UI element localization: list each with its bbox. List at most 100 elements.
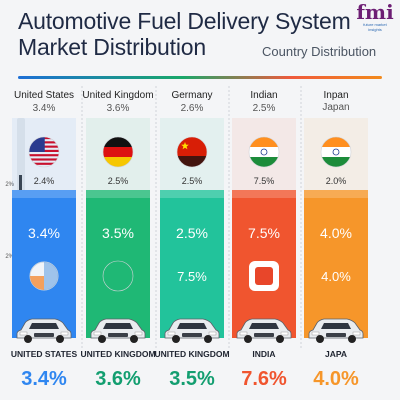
germany-flag-shapes [103, 137, 133, 167]
country-name: Germany [171, 90, 212, 101]
car-headlight [19, 331, 28, 336]
car-grille [34, 333, 54, 337]
logo-subtext: future market insights [363, 22, 387, 32]
flag-wheel [260, 148, 268, 156]
flag-ring [248, 136, 280, 168]
flag-band [249, 157, 279, 167]
top-value-label: 3.4% [33, 103, 56, 114]
page-subtitle: Market Distribution [18, 34, 206, 60]
country-name: Inpan [323, 90, 348, 101]
flag-value-label: 7.5% [254, 176, 275, 186]
country-column: United Kingdom 3.6% 2.5% 3.5% UNITED KINGDOM… [80, 90, 155, 390]
bar-value-label: 2.5% [176, 225, 208, 241]
flag-shade [177, 156, 207, 167]
country-name: Indian [250, 90, 277, 101]
bar-highlight [304, 190, 368, 198]
flag-band [249, 147, 279, 157]
page-title: Automotive Fuel Delivery System [18, 8, 351, 34]
car-windshield [103, 323, 133, 329]
square-badge-inner [255, 267, 273, 285]
car-icon [90, 318, 146, 343]
car-headlight [311, 331, 320, 336]
bar [160, 190, 224, 338]
flag-stripe [29, 162, 59, 165]
flag-ring [28, 136, 60, 168]
flag-value-label: 2.5% [182, 176, 203, 186]
globe-icon-shade [44, 262, 58, 290]
car-headlight [280, 331, 289, 336]
car-wheel [316, 335, 324, 343]
country-name: United Kingdom [82, 90, 153, 101]
car-headlight [167, 331, 176, 336]
value-label: 3.5% [169, 368, 215, 390]
category-label: UNITED STATES [11, 349, 78, 359]
top-value-label: 2.5% [253, 103, 276, 114]
y-tick-label: 2% [5, 182, 14, 188]
car-icon [16, 318, 72, 343]
car-wheel [56, 335, 64, 343]
car-grille [326, 333, 346, 337]
flag-band [103, 137, 133, 147]
car-wheel [172, 335, 180, 343]
car-wheel [348, 335, 356, 343]
car-grille [108, 333, 128, 337]
car-icon [308, 318, 364, 343]
chart-subtitle: Country Distribution [262, 44, 377, 59]
car-headlight [239, 331, 248, 336]
country-name: United States [14, 90, 74, 101]
bar-value-label: 4.0% [320, 225, 352, 241]
china-flag-shapes [177, 137, 207, 167]
bar-value-label: 7.5% [248, 225, 280, 241]
car-windshield [29, 323, 59, 329]
car-windshield [321, 323, 351, 329]
car-wheel [244, 335, 252, 343]
flag-wheel [332, 148, 340, 156]
globe-icon-segment [30, 276, 44, 290]
value-label: 3.4% [21, 368, 67, 390]
title-underline [18, 76, 382, 79]
country-column: Indian 2.5% 7.5% 7.5% INDIA 7.6% [232, 90, 296, 390]
inner-value-label: 7.5% [177, 269, 207, 284]
car-windshield [249, 323, 279, 329]
value-label: 3.6% [95, 368, 141, 390]
car-headlight [93, 331, 102, 336]
flag-band [321, 157, 351, 167]
flag-band [321, 137, 351, 147]
value-label: 4.0% [313, 368, 359, 390]
value-label: 7.6% [241, 368, 287, 390]
flag-stripe [29, 158, 59, 161]
bar-highlight [160, 190, 224, 198]
country-column: Germany 2.6% 2.5% 2.5% 7.5% UNITED KINGDOM 3.5… [154, 90, 229, 390]
category-label: INDIA [252, 349, 275, 359]
car-wheel [276, 335, 284, 343]
country-column: United States 3.4% 2.4% 3.4% UNITED STATES 3.… [11, 90, 78, 390]
logo-text: fmi [356, 0, 394, 24]
flag-band [103, 157, 133, 167]
inner-value-label: 4.0% [321, 269, 351, 284]
flag-ring [102, 136, 134, 168]
flag-ring [102, 260, 134, 292]
bar [86, 190, 150, 338]
flag-star [181, 142, 189, 150]
car-wheel [24, 335, 32, 343]
india-flag-shapes [321, 137, 351, 167]
car-wheel [98, 335, 106, 343]
flag-value-label: 2.5% [108, 176, 129, 186]
bar-value-label: 3.4% [28, 225, 60, 241]
flag-value-label: 2.4% [34, 176, 55, 186]
bar-value-label: 3.5% [102, 225, 134, 241]
car-icon [236, 318, 292, 343]
flag-band [103, 147, 133, 157]
flag-ring [176, 136, 208, 168]
bar-highlight [232, 190, 296, 198]
brand-logo: fmi future market insights [356, 2, 394, 36]
car-windshield [177, 323, 207, 329]
car-headlight [134, 331, 143, 336]
car-grille [254, 333, 274, 337]
category-label: UNITED KINGDOM [80, 349, 155, 359]
bar-highlight [86, 190, 150, 198]
flag-band [321, 147, 351, 157]
category-label: UNITED KINGDOM [154, 349, 229, 359]
